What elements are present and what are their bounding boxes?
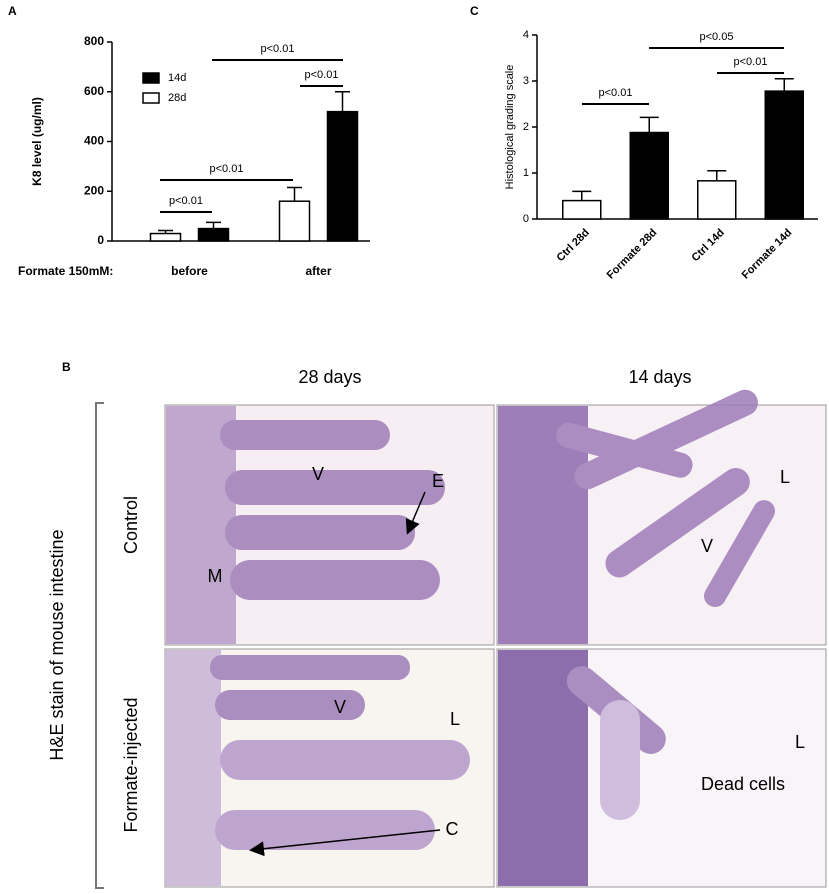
image-label: L bbox=[450, 709, 460, 729]
row-label: Formate-injected bbox=[121, 697, 141, 832]
micrographs bbox=[164, 389, 827, 888]
row-label: Control bbox=[121, 496, 141, 554]
bar bbox=[629, 131, 669, 220]
significance-label: p<0.01 bbox=[599, 87, 633, 99]
bracket bbox=[95, 402, 104, 889]
significance-label: p<0.01 bbox=[261, 43, 295, 55]
side-label: H&E stain of mouse intestine bbox=[47, 529, 67, 760]
legend-label: 14d bbox=[168, 72, 186, 84]
x-axis-label: Formate 150mM: bbox=[18, 264, 113, 278]
image-label: V bbox=[334, 697, 346, 717]
significance-label: p<0.05 bbox=[700, 31, 734, 43]
legend-swatch bbox=[142, 92, 160, 104]
y-tick-label: 2 bbox=[523, 121, 529, 133]
x-tick-label: Formate 28d bbox=[605, 227, 660, 282]
error-bar bbox=[287, 186, 302, 202]
image-label: M bbox=[208, 566, 223, 586]
panel-label: A bbox=[8, 4, 17, 18]
image-label: L bbox=[780, 467, 790, 487]
bar bbox=[697, 180, 737, 220]
x-tick-label: Ctrl 28d bbox=[554, 227, 591, 264]
error-bar bbox=[774, 77, 794, 92]
significance-label: p<0.01 bbox=[305, 69, 339, 81]
error-bar bbox=[572, 190, 592, 201]
y-tick-label: 0 bbox=[523, 213, 529, 225]
bar bbox=[562, 199, 602, 220]
error-bar bbox=[707, 169, 727, 181]
y-tick-label: 200 bbox=[84, 183, 104, 197]
legend-swatch bbox=[142, 72, 160, 84]
image-label: C bbox=[446, 819, 459, 839]
y-tick-label: 0 bbox=[97, 233, 104, 247]
significance-label: p<0.01 bbox=[734, 56, 768, 68]
y-tick-label: 400 bbox=[84, 134, 104, 148]
x-tick-label: after bbox=[305, 264, 331, 278]
y-tick-label: 3 bbox=[523, 75, 529, 87]
column-header: 28 days bbox=[298, 367, 361, 387]
y-tick-label: 1 bbox=[523, 167, 529, 179]
x-tick-label: Ctrl 14d bbox=[689, 227, 726, 264]
error-bar bbox=[639, 116, 659, 133]
column-header: 14 days bbox=[628, 367, 691, 387]
image-label: E bbox=[432, 471, 444, 491]
image-label: L bbox=[795, 732, 805, 752]
y-tick-label: 4 bbox=[523, 29, 529, 41]
image-label: Dead cells bbox=[701, 774, 785, 794]
image-label: V bbox=[701, 536, 713, 556]
bar bbox=[149, 232, 182, 242]
y-tick-label: 800 bbox=[84, 34, 104, 48]
y-axis-label: Histological grading scale bbox=[504, 65, 516, 190]
bar bbox=[197, 227, 230, 242]
error-bar bbox=[158, 229, 173, 234]
bar bbox=[764, 90, 804, 220]
significance-label: p<0.01 bbox=[210, 163, 244, 175]
error-bar bbox=[206, 221, 221, 229]
x-tick-label: before bbox=[171, 264, 208, 278]
x-tick-label: Formate 14d bbox=[740, 227, 795, 282]
error-bar bbox=[335, 91, 350, 112]
image-label: V bbox=[312, 464, 324, 484]
y-axis-label: K8 level (ug/ml) bbox=[30, 97, 44, 186]
panel-label: B bbox=[62, 360, 71, 374]
legend-label: 28d bbox=[168, 92, 186, 104]
bar bbox=[278, 200, 311, 242]
y-tick-label: 600 bbox=[84, 84, 104, 98]
significance-label: p<0.01 bbox=[169, 195, 203, 207]
panel-label: C bbox=[470, 4, 479, 18]
bar bbox=[326, 110, 359, 242]
